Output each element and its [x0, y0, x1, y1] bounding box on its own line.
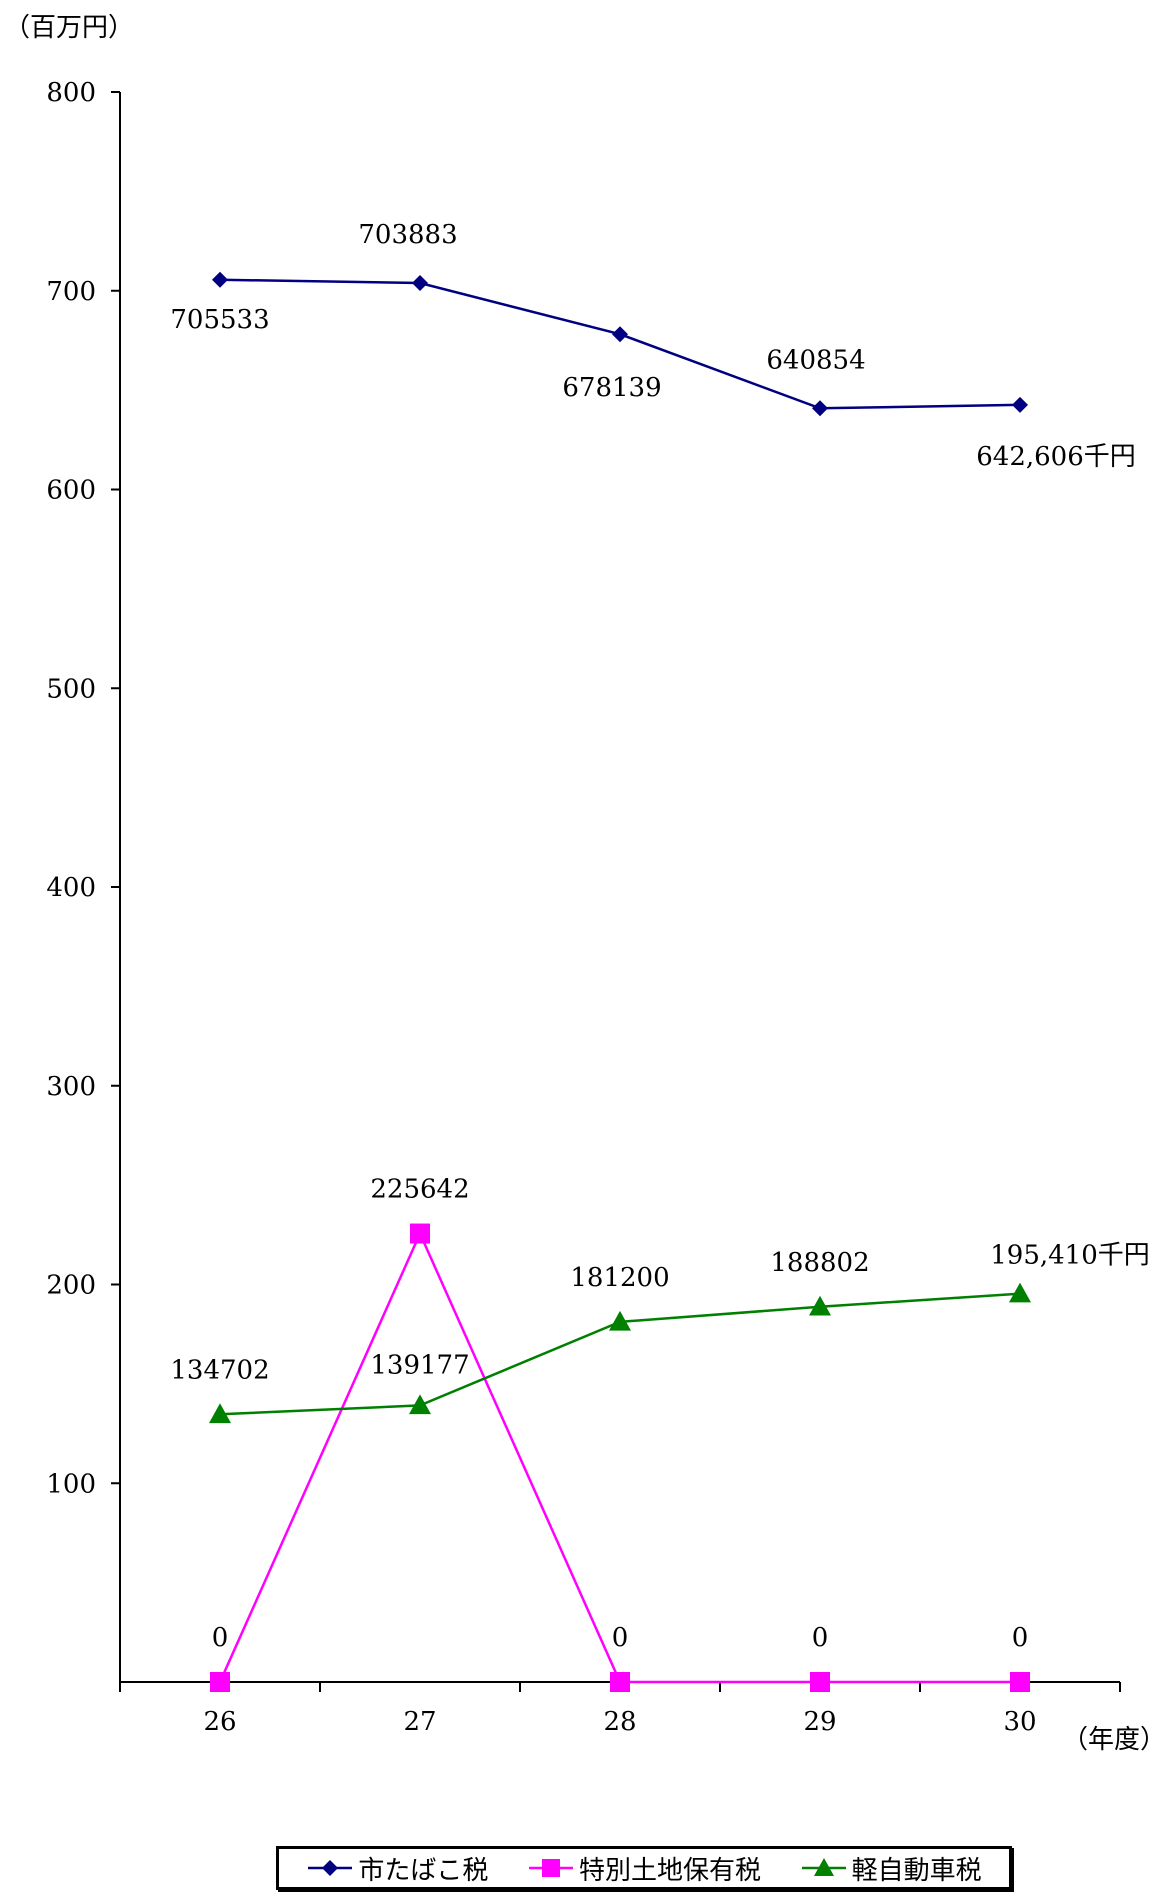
legend-marker — [813, 1858, 834, 1876]
data-point — [409, 1394, 431, 1415]
series-layer — [209, 271, 1031, 1692]
data-label: 0 — [612, 1623, 629, 1653]
data-point — [1009, 1282, 1031, 1303]
data-point — [412, 275, 428, 292]
y-tick-label: 300 — [46, 1072, 96, 1102]
data-label: 188802 — [770, 1248, 869, 1278]
data-label: 134702 — [170, 1355, 269, 1385]
data-point — [212, 271, 228, 288]
y-tick-label: 100 — [46, 1469, 96, 1499]
data-point — [210, 1672, 230, 1692]
legend-item: 特別土地保有税 — [527, 1850, 761, 1887]
data-label: 0 — [212, 1623, 229, 1653]
legend-item: 軽自動車税 — [800, 1850, 982, 1887]
data-point — [1012, 396, 1028, 413]
y-tick-label: 400 — [46, 873, 96, 903]
legend-swatch — [801, 1858, 846, 1876]
data-point — [612, 326, 628, 343]
y-tick-label: 600 — [46, 476, 96, 506]
x-tick-labels: 26 27 28 29 30 — [203, 1707, 1036, 1737]
x-tick-label: 30 — [1003, 1707, 1036, 1737]
x-tick-label: 29 — [803, 1707, 836, 1737]
x-unit-label: （年度） — [1062, 1725, 1166, 1755]
series-3 — [209, 1282, 1031, 1424]
y-tick-label: 500 — [46, 674, 96, 704]
y-tick-labels: 100 200 300 400 500 600 700 800 — [46, 78, 96, 1499]
series-2 — [210, 1223, 1030, 1692]
data-point — [209, 1403, 231, 1424]
legend-label: 軽自動車税 — [851, 1855, 982, 1886]
series-1 — [212, 271, 1028, 417]
legend-label: 市たばこ税 — [358, 1855, 489, 1886]
y-tick-label: 800 — [46, 78, 96, 108]
data-point — [812, 400, 828, 417]
data-label: 0 — [1012, 1623, 1029, 1653]
data-point — [610, 1672, 630, 1692]
data-label: 678139 — [562, 373, 661, 403]
data-point — [809, 1295, 831, 1316]
data-label: 225642 — [370, 1175, 469, 1205]
legend: 市たばこ税 特別土地保有税 軽自動車税 — [276, 1846, 1012, 1890]
data-label: 640854 — [766, 345, 865, 375]
data-label: 139177 — [370, 1350, 469, 1380]
x-tick-label: 28 — [603, 1707, 636, 1737]
data-labels: 705533 703883 678139 640854 642,606千円 0 225642… — [170, 220, 1149, 1653]
y-tick-label: 200 — [46, 1271, 96, 1301]
data-point — [1010, 1672, 1030, 1692]
y-unit-label: （百万円） — [4, 13, 134, 43]
x-tick-label: 27 — [403, 1707, 436, 1737]
data-point — [810, 1672, 830, 1692]
data-label: 642,606千円 — [976, 442, 1136, 472]
data-label: 195,410千円 — [990, 1241, 1150, 1271]
data-point — [410, 1223, 430, 1244]
legend-swatch — [528, 1859, 573, 1877]
legend-label: 特別土地保有税 — [578, 1855, 761, 1886]
data-point — [609, 1310, 631, 1331]
x-tick-label: 26 — [203, 1707, 236, 1737]
legend-item: 市たばこ税 — [306, 1850, 488, 1887]
legend-marker — [541, 1859, 560, 1877]
data-label: 181200 — [570, 1263, 669, 1293]
data-label: 705533 — [170, 305, 269, 335]
data-label: 0 — [812, 1623, 829, 1653]
y-tick-label: 700 — [46, 277, 96, 307]
legend-marker — [322, 1860, 339, 1876]
data-label: 703883 — [358, 220, 457, 250]
legend-swatch — [308, 1860, 353, 1876]
